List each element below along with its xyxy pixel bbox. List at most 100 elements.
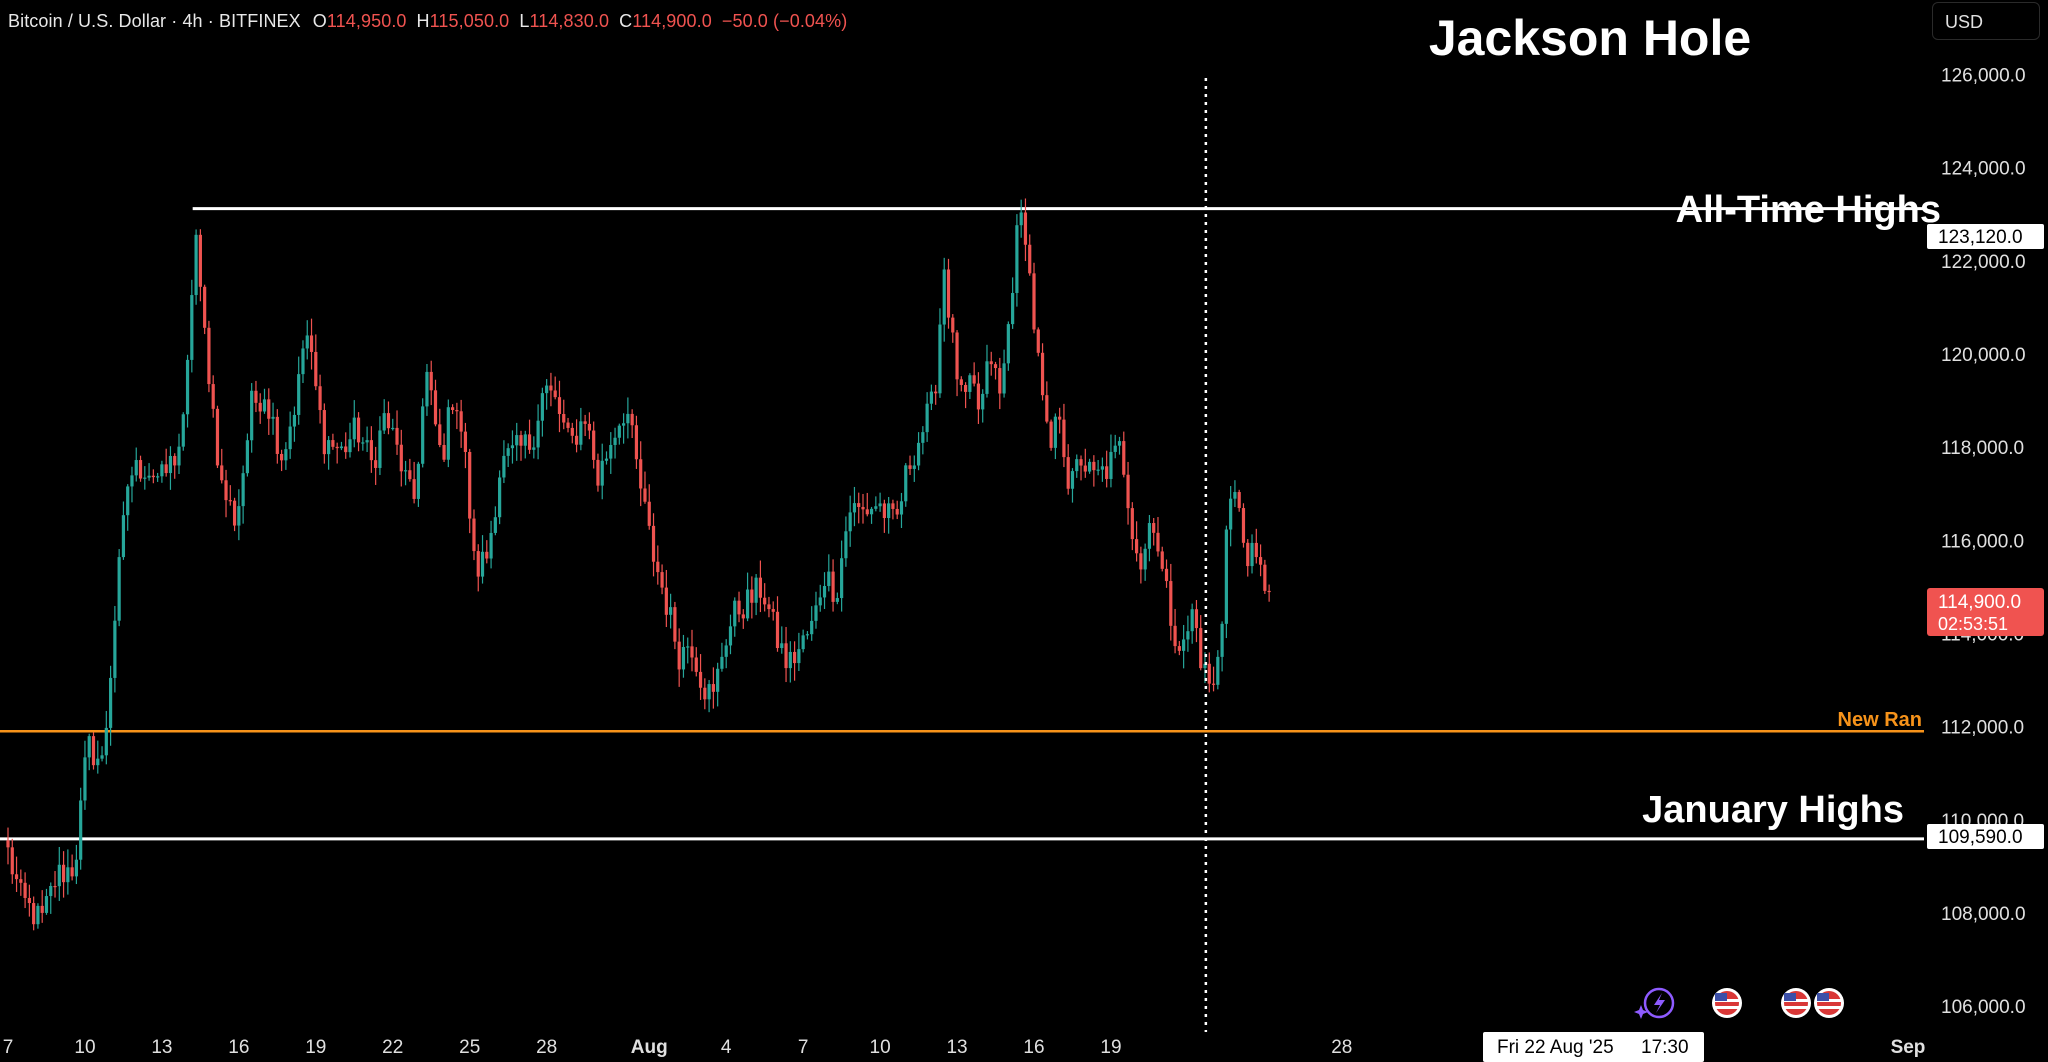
- candle-body: [1130, 508, 1134, 540]
- candle-body: [463, 431, 468, 452]
- candle-body: [459, 411, 463, 432]
- candle-body: [946, 269, 951, 318]
- x-tick-label: 7: [3, 1037, 14, 1058]
- january-highs-label: January Highs: [1642, 789, 1904, 831]
- symbol-name: Bitcoin / U.S. Dollar · 4h · BITFINEX: [8, 11, 301, 31]
- candle-body: [968, 375, 972, 392]
- symbol-header[interactable]: Bitcoin / U.S. Dollar · 4h · BITFINEX O11…: [8, 11, 847, 32]
- price-tags: 123,120.0 109,590.0 114,900.0 02:53:51: [1927, 224, 2044, 849]
- candle-body: [848, 512, 852, 532]
- candle-body: [818, 597, 822, 606]
- candle-body: [344, 446, 348, 453]
- candle-body: [395, 427, 399, 445]
- price-axis[interactable]: 126,000.0 124,000.0 122,000.0 120,000.0 118,…: [1941, 66, 2026, 1019]
- candle-body: [728, 626, 733, 646]
- candle-body: [386, 413, 391, 429]
- candle-body: [604, 458, 609, 461]
- candle-body: [245, 440, 249, 474]
- candle-body: [942, 269, 946, 325]
- candle-body: [6, 840, 10, 848]
- candle-body: [510, 445, 515, 449]
- candle-body: [583, 421, 587, 424]
- candle-body: [352, 417, 356, 440]
- candle-body: [934, 391, 938, 394]
- candle-body: [869, 508, 874, 515]
- candle-body: [138, 460, 143, 479]
- candle-body: [767, 604, 771, 610]
- candle-body: [775, 611, 780, 649]
- candle-body: [831, 571, 835, 602]
- candle-body: [891, 503, 895, 509]
- candle-body: [540, 393, 544, 421]
- candle-body: [455, 409, 459, 412]
- candle-body: [1053, 416, 1057, 448]
- y-tick-label: 112,000.0: [1941, 718, 2024, 739]
- candle-body: [181, 414, 185, 447]
- candle-body: [1126, 474, 1130, 509]
- candle-body: [737, 600, 741, 615]
- x-tick-label: 13: [151, 1037, 172, 1058]
- candle-body: [160, 464, 164, 477]
- candle-body: [857, 503, 861, 507]
- x-tick-label: 13: [946, 1037, 967, 1058]
- candle-body: [600, 460, 604, 486]
- low-value: 114,830.0: [529, 11, 610, 31]
- y-tick-label: 118,000.0: [1941, 438, 2024, 459]
- candle-body: [250, 390, 254, 441]
- candle-body: [506, 448, 510, 456]
- candle-body: [822, 586, 827, 598]
- candle-body: [190, 295, 194, 360]
- currency-selector[interactable]: USD: [1932, 2, 2040, 40]
- candle-body: [574, 435, 579, 445]
- candle-body: [570, 427, 574, 436]
- us-flag-icon[interactable]: [1712, 988, 1742, 1018]
- us-flag-icon[interactable]: [1781, 988, 1811, 1018]
- candle-body: [168, 455, 173, 474]
- candle-body: [669, 607, 673, 615]
- time-axis[interactable]: 7 10 13 16 19 22 25 28 Aug 4 7 10 13 16 19 28 Sep: [3, 1037, 1926, 1058]
- candle-body: [502, 455, 506, 478]
- new-range-label: New Ran: [1838, 709, 1922, 731]
- candle-body: [1250, 542, 1254, 567]
- candle-body: [1237, 492, 1241, 509]
- candle-body: [878, 503, 882, 507]
- candle-body: [1066, 457, 1070, 489]
- candle-body: [185, 359, 190, 415]
- ai-spark-icon[interactable]: [1634, 987, 1675, 1019]
- candle-body: [617, 425, 621, 438]
- candle-body: [1087, 461, 1092, 472]
- y-tick-label: 120,000.0: [1941, 345, 2026, 366]
- candle-body: [1229, 498, 1233, 530]
- candle-body: [1186, 631, 1190, 640]
- candle-body: [207, 327, 211, 385]
- candle-body: [733, 600, 737, 627]
- candle-body: [1169, 581, 1173, 626]
- candle-body: [220, 465, 224, 481]
- candle-body: [549, 385, 553, 391]
- candle-body: [976, 383, 981, 410]
- candle-body: [758, 577, 762, 598]
- candle-body: [1135, 539, 1139, 554]
- candle-body: [720, 656, 724, 669]
- candle-body: [1023, 212, 1028, 245]
- candle-body: [382, 413, 386, 431]
- candle-body: [134, 460, 138, 476]
- candle-body: [1152, 523, 1156, 533]
- candle-body: [1075, 459, 1079, 472]
- candle-body: [399, 444, 403, 472]
- x-tick-label: 4: [721, 1037, 732, 1058]
- candle-body: [553, 390, 557, 398]
- y-tick-label: 106,000.0: [1941, 997, 2026, 1018]
- candle-body: [318, 386, 322, 411]
- candle-body: [660, 572, 664, 588]
- us-flag-icon[interactable]: [1814, 988, 1844, 1018]
- x-tick-label: 10: [74, 1037, 95, 1058]
- candle-body: [1160, 551, 1164, 569]
- y-tick-label: 116,000.0: [1941, 531, 2024, 552]
- y-tick-label: 122,000.0: [1941, 252, 2026, 273]
- candle-body: [1254, 542, 1258, 558]
- candle-body: [630, 413, 634, 426]
- candle-body: [1032, 273, 1036, 330]
